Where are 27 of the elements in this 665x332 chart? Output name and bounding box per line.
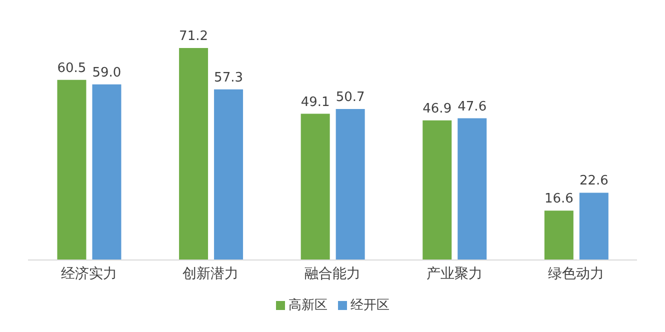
data-label: 59.0 [92,65,122,80]
bar [579,192,608,260]
data-label: 49.1 [300,94,330,110]
x-tick-label: 经济实力 [60,266,117,282]
data-label: 50.7 [336,90,365,106]
data-label: 16.6 [544,192,574,207]
bar [92,84,122,260]
bar [300,114,330,260]
data-label: 46.9 [422,101,452,116]
x-tick-label: 绿色动力 [548,266,604,282]
data-label: 60.5 [57,60,86,76]
bar [57,80,86,260]
bar [214,89,244,260]
data-label: 22.6 [579,174,608,189]
x-tick-label: 融合能力 [304,266,360,282]
legend-label: 经开区 [350,297,390,314]
data-label: 57.3 [214,70,244,86]
data-label: 71.2 [179,29,208,44]
legend-label: 高新区 [288,297,328,314]
bar [179,48,208,260]
bar [544,210,574,260]
bar [422,120,452,260]
x-tick-label: 创新潜力 [182,266,239,282]
bar [336,109,365,260]
data-label: 47.6 [458,99,487,114]
bar [458,118,487,260]
x-tick-label: 产业聚力 [426,266,482,282]
